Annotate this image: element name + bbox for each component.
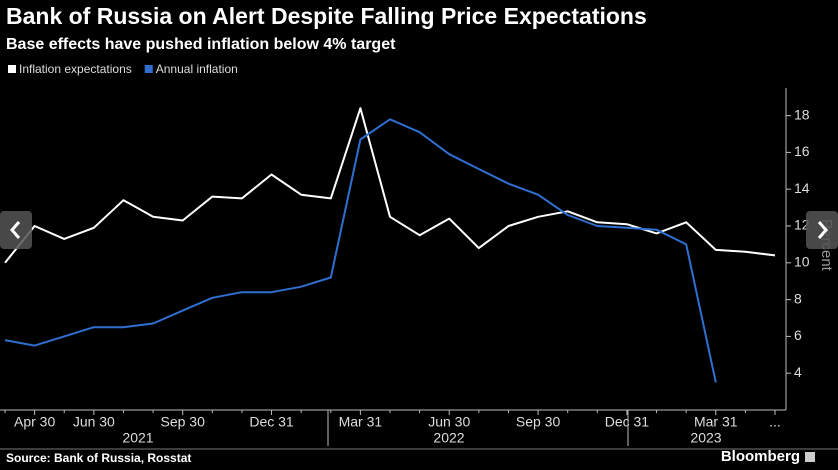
nav-next-icon [817, 221, 828, 239]
x-tick-label: Dec 31 [249, 414, 294, 430]
nav-next[interactable] [806, 211, 838, 249]
legend-swatch [144, 65, 153, 73]
y-tick-label: 16 [794, 143, 810, 159]
y-tick-label: 4 [794, 364, 802, 380]
brand: Bloomberg [721, 448, 800, 465]
y-tick-label: 14 [794, 180, 810, 196]
x-tick-label: Apr 30 [14, 414, 55, 430]
chart-subtitle: Base effects have pushed inflation below… [6, 36, 396, 53]
y-tick-label: 6 [794, 327, 802, 343]
x-year-label: 2021 [122, 430, 153, 446]
source: Source: Bank of Russia, Rosstat [6, 451, 191, 465]
x-year-label: 2023 [690, 430, 721, 446]
y-tick-label: 12 [794, 217, 810, 233]
chart-title: Bank of Russia on Alert Despite Falling … [6, 3, 647, 29]
series-line [4, 118, 717, 383]
x-tick-label: Jun 30 [428, 414, 470, 430]
y-tick-label: 8 [794, 290, 802, 306]
brand-icon [805, 452, 815, 462]
nav-prev[interactable] [0, 211, 32, 249]
x-tick-label: Jun 30 [73, 414, 115, 430]
x-tick-label: ... [769, 414, 781, 430]
series-line [4, 107, 776, 264]
nav-next-button[interactable] [806, 211, 838, 249]
x-tick-label: Mar 31 [339, 414, 383, 430]
x-tick-label: Sep 30 [516, 414, 561, 430]
plot: Inflation expectations Annual inflation 4 6… [0, 62, 810, 446]
x-tick-label: Sep 30 [161, 414, 206, 430]
nav-prev-button[interactable] [0, 211, 32, 249]
legend-label: Inflation expectations [19, 62, 132, 76]
legend-swatch [8, 65, 16, 73]
x-tick-label: Mar 31 [694, 414, 738, 430]
y-tick-label: 18 [794, 106, 810, 122]
legend-label: Annual inflation [156, 62, 238, 76]
x-year-label: 2022 [433, 430, 464, 446]
y-tick-label: 10 [794, 254, 810, 270]
nav-prev-icon [10, 221, 21, 239]
x-tick-label: Dec 31 [605, 414, 650, 430]
